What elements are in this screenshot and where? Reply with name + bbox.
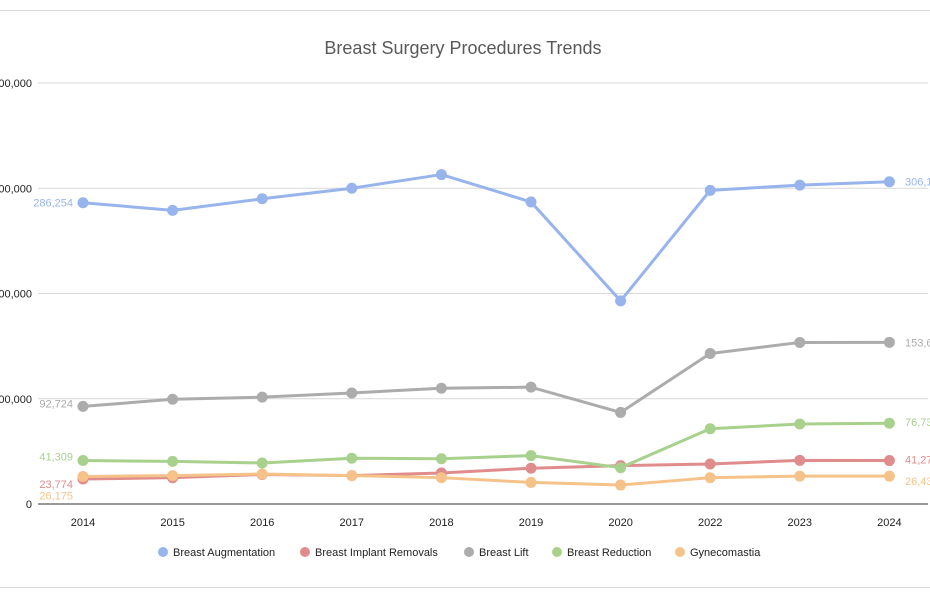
- legend-item-label: Breast Lift: [479, 547, 529, 559]
- data-point: [525, 462, 537, 474]
- series-line: [81, 472, 891, 487]
- data-point: [167, 470, 179, 482]
- legend-swatch: [158, 547, 168, 557]
- x-tick-label: 2023: [788, 517, 812, 529]
- legend: Breast Augmentation Breast Implant Remova…: [158, 547, 761, 559]
- data-point: [615, 462, 627, 474]
- data-point: [704, 423, 716, 435]
- series-line: [81, 173, 891, 303]
- data-point: [704, 184, 716, 196]
- y-tick-label: 400,000: [0, 78, 32, 90]
- last-value-label: 306,196: [905, 177, 930, 189]
- y-tick-label: 100,000: [0, 394, 32, 406]
- data-point: [794, 454, 806, 466]
- data-point: [256, 468, 268, 480]
- data-point: [883, 176, 895, 188]
- data-point: [435, 382, 447, 394]
- chart-title: Breast Surgery Procedures Trends: [324, 38, 601, 58]
- x-tick-label: 2022: [698, 517, 722, 529]
- data-point: [435, 169, 447, 181]
- y-tick-label: 200,000: [0, 289, 32, 301]
- series-lines: [77, 169, 895, 491]
- data-point: [435, 453, 447, 465]
- data-point: [167, 393, 179, 405]
- gridlines: [38, 82, 928, 505]
- last-value-label: 41,273: [905, 455, 930, 467]
- x-tick-label: 2020: [608, 517, 632, 529]
- x-tick-label: 2016: [250, 517, 274, 529]
- data-point: [256, 391, 268, 403]
- series-line: [81, 421, 891, 470]
- legend-item-label: Breast Augmentation: [173, 547, 275, 559]
- legend-swatch: [552, 547, 562, 557]
- legend-swatch: [464, 547, 474, 557]
- legend-swatch: [300, 547, 310, 557]
- x-tick-label: 2014: [71, 517, 95, 529]
- last-value-label: 76,733: [905, 417, 930, 429]
- data-point: [615, 479, 627, 491]
- data-point: [346, 470, 358, 482]
- data-point: [883, 470, 895, 482]
- data-point: [794, 336, 806, 348]
- data-point: [704, 347, 716, 359]
- data-point: [435, 472, 447, 484]
- data-point: [346, 387, 358, 399]
- data-point: [525, 381, 537, 393]
- legend-swatch: [675, 547, 685, 557]
- data-point: [346, 452, 358, 464]
- data-point: [77, 197, 89, 209]
- y-axis-ticks: 0 100,000 200,000 300,000 400,000: [0, 78, 32, 511]
- legend-item-label: Breast Reduction: [567, 547, 651, 559]
- series-line: [81, 340, 891, 414]
- data-point: [256, 457, 268, 469]
- x-tick-label: 2018: [429, 517, 453, 529]
- first-value-label: 286,254: [33, 198, 73, 210]
- data-point: [77, 455, 89, 467]
- data-point: [615, 406, 627, 418]
- last-value-label: 153,616: [905, 337, 930, 349]
- data-point: [704, 472, 716, 484]
- legend-item-label: Gynecomastia: [690, 547, 761, 559]
- data-point: [883, 417, 895, 429]
- first-value-label: 92,724: [39, 398, 73, 410]
- chart-frame: [0, 10, 930, 588]
- data-point: [883, 455, 895, 467]
- x-tick-label: 2017: [340, 517, 364, 529]
- data-labels: 286,254 306,196 23,774 41,273 92,724 153,616 4…: [33, 177, 930, 503]
- data-point: [77, 470, 89, 482]
- x-tick-label: 2015: [160, 517, 184, 529]
- y-tick-label: 300,000: [0, 183, 32, 195]
- last-value-label: 26,435: [905, 476, 930, 488]
- data-point: [167, 455, 179, 467]
- data-point: [167, 204, 179, 216]
- y-tick-label: 0: [26, 499, 32, 511]
- data-point: [794, 470, 806, 482]
- first-value-label: 23,774: [39, 479, 73, 491]
- data-point: [615, 295, 627, 307]
- first-value-label: 41,309: [39, 452, 73, 464]
- x-tick-label: 2019: [519, 517, 543, 529]
- data-point: [346, 182, 358, 194]
- data-point: [77, 400, 89, 412]
- x-tick-label: 2024: [877, 517, 901, 529]
- data-point: [525, 476, 537, 488]
- data-point: [883, 336, 895, 348]
- data-point: [794, 418, 806, 430]
- legend-item-label: Breast Implant Removals: [315, 547, 438, 559]
- data-point: [256, 193, 268, 205]
- data-point: [794, 179, 806, 191]
- data-point: [704, 458, 716, 470]
- data-point: [525, 450, 537, 462]
- data-point: [525, 196, 537, 208]
- first-value-label: 26,175: [39, 490, 73, 502]
- x-axis-ticks: 2014 2015 2016 2017 2018 2019 2020 2022 2023 2024: [71, 517, 902, 529]
